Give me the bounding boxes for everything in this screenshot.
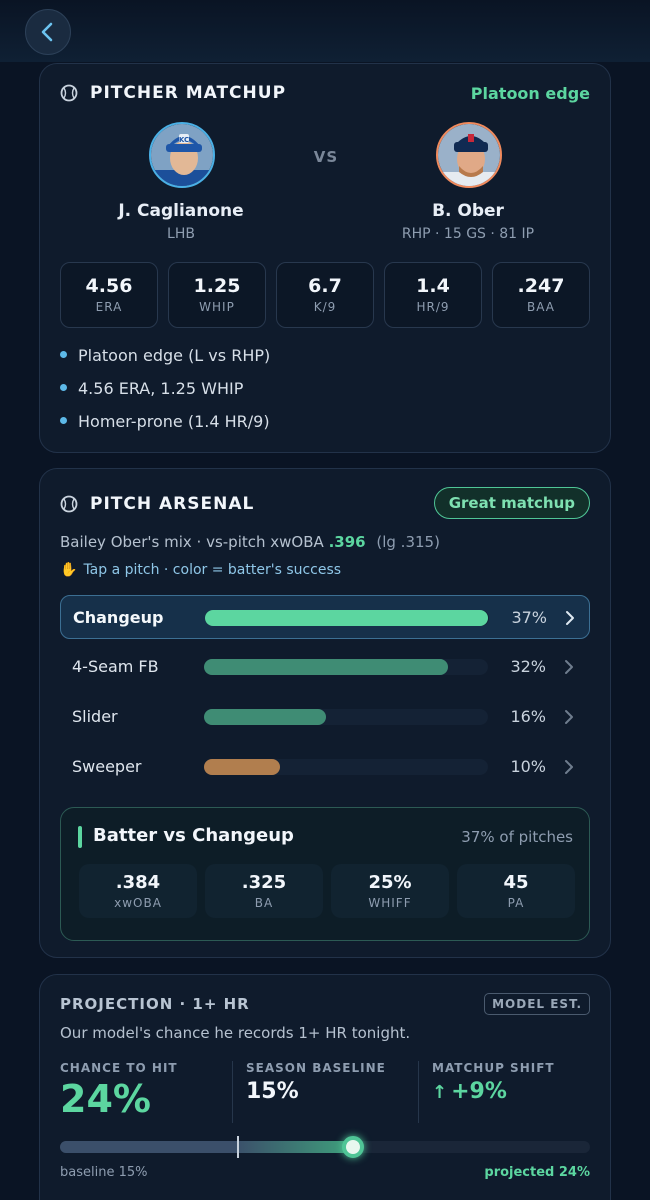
pitcher-name: B. Ober (432, 201, 504, 221)
stat-ba: .325 BA (205, 864, 323, 918)
shift-value: ↑ +9% (432, 1079, 507, 1104)
arsenal-subtitle: Bailey Ober's mix · vs-pitch xwOBA .396 … (60, 533, 440, 551)
batter-avatar[interactable]: KC (149, 122, 215, 188)
stat-hr9: 1.4 HR/9 (384, 262, 482, 328)
pitcher-summary: RHP · 15 GS · 81 IP (401, 226, 535, 242)
chance-value: 24% (60, 1077, 151, 1121)
matchup-rating-pill: Great matchup (433, 487, 590, 519)
pitch-usage-pct: 32% (510, 657, 546, 676)
pitch-usage-track (204, 759, 488, 775)
stat-era: 4.56 ERA (60, 262, 158, 328)
projected-caption: projected 24% (484, 1165, 590, 1180)
pitch-usage-bar (204, 759, 281, 775)
stat-xwoba: .384 xwOBA (79, 864, 197, 918)
stat-baa: .247 BAA (492, 262, 590, 328)
pitch-name: Sweeper (72, 757, 142, 776)
divider (232, 1061, 233, 1123)
baseline-caption: baseline 15% (60, 1165, 148, 1180)
projection-card: PROJECTION · 1+ HR MODEL EST. Our model'… (39, 974, 611, 1200)
projection-marker (341, 1136, 364, 1158)
pitch-row[interactable]: 4-Seam FB 32% (60, 645, 590, 689)
matchup-title: PITCHER MATCHUP (90, 83, 287, 103)
pitch-usage-pct: 16% (510, 707, 546, 726)
vs-label: VS (313, 148, 339, 166)
stat-k9: 6.7 K/9 (276, 262, 374, 328)
stat-whip: 1.25 WHIP (168, 262, 266, 328)
league-xwoba: (lg .315) (376, 533, 440, 551)
pitch-share-label: 37% of pitches (461, 828, 573, 846)
batter-photo: KC (151, 124, 213, 186)
pitch-arsenal-card: PITCH ARSENAL Great matchup Bailey Ober'… (39, 468, 611, 958)
hand-tap-icon: ✋ (60, 562, 78, 578)
bullet-item: Homer-prone (1.4 HR/9) (60, 412, 270, 431)
pitch-usage-bar (204, 659, 449, 675)
arrow-up-icon: ↑ (432, 1082, 448, 1103)
projection-progress-fill (60, 1141, 353, 1153)
batter-vs-pitch-panel: Batter vs Changeup 37% of pitches .384 xw… (60, 807, 590, 941)
accent-bar (78, 826, 82, 848)
bullet-item: Platoon edge (L vs RHP) (60, 346, 270, 365)
chevron-left-icon (41, 22, 53, 42)
platoon-edge-label: Platoon edge (470, 84, 590, 103)
chevron-right-icon (565, 710, 573, 724)
pitch-name: 4-Seam FB (72, 657, 159, 676)
pitch-usage-pct: 10% (510, 757, 546, 776)
chevron-right-icon (566, 611, 574, 625)
projection-description: Our model's chance he records 1+ HR toni… (60, 1024, 411, 1042)
bullet-dot-icon (60, 384, 67, 391)
pitch-usage-bar (204, 709, 327, 725)
back-button[interactable] (25, 9, 71, 55)
arsenal-title: PITCH ARSENAL (90, 494, 255, 514)
chevron-right-icon (565, 760, 573, 774)
baseball-icon (60, 495, 78, 513)
pitcher-avatar[interactable] (436, 122, 502, 188)
projection-title: PROJECTION · 1+ HR (60, 995, 250, 1013)
bullet-item: 4.56 ERA, 1.25 WHIP (60, 379, 243, 398)
pitch-usage-track (204, 659, 488, 675)
projection-progress-track (60, 1136, 590, 1158)
matchup-shift: MATCHUP SHIFT ↑ +9% (432, 1061, 555, 1104)
chance-to-hit: CHANCE TO HIT 24% (60, 1061, 178, 1121)
pitch-usage-bar (205, 610, 488, 626)
pitch-row[interactable]: Slider 16% (60, 695, 590, 739)
batter-name: J. Caglianone (118, 201, 244, 221)
pitch-usage-track (204, 709, 488, 725)
season-baseline: SEASON BASELINE 15% (246, 1061, 386, 1104)
pitch-row[interactable]: Changeup 37% (60, 595, 590, 639)
batter-vs-pitch-title: Batter vs Changeup (93, 825, 294, 846)
pitcher-photo (438, 124, 500, 186)
model-estimate-badge: MODEL EST. (484, 993, 590, 1015)
svg-text:KC: KC (179, 136, 189, 144)
top-bar (0, 0, 650, 62)
pitch-usage-track (205, 610, 489, 626)
pitch-usage-pct: 37% (511, 608, 547, 627)
pitch-row[interactable]: Sweeper 10% (60, 745, 590, 789)
stat-whiff: 25% WHIFF (331, 864, 449, 918)
tap-hint: ✋ Tap a pitch · color = batter's success (60, 562, 342, 578)
pitcher-matchup-card: PITCHER MATCHUP Platoon edge KC VS J. Ca… (39, 63, 611, 453)
bullet-dot-icon (60, 351, 67, 358)
bullet-dot-icon (60, 417, 67, 424)
pitch-name: Changeup (73, 608, 164, 627)
stat-pa: 45 PA (457, 864, 575, 918)
chevron-right-icon (565, 660, 573, 674)
vs-pitch-xwoba: .396 (328, 533, 366, 551)
batter-hand: LHB (167, 226, 195, 242)
divider (418, 1061, 419, 1123)
baseline-value: 15% (246, 1079, 299, 1104)
pitch-name: Slider (72, 707, 118, 726)
baseline-marker (236, 1136, 239, 1158)
baseball-icon (60, 84, 78, 102)
